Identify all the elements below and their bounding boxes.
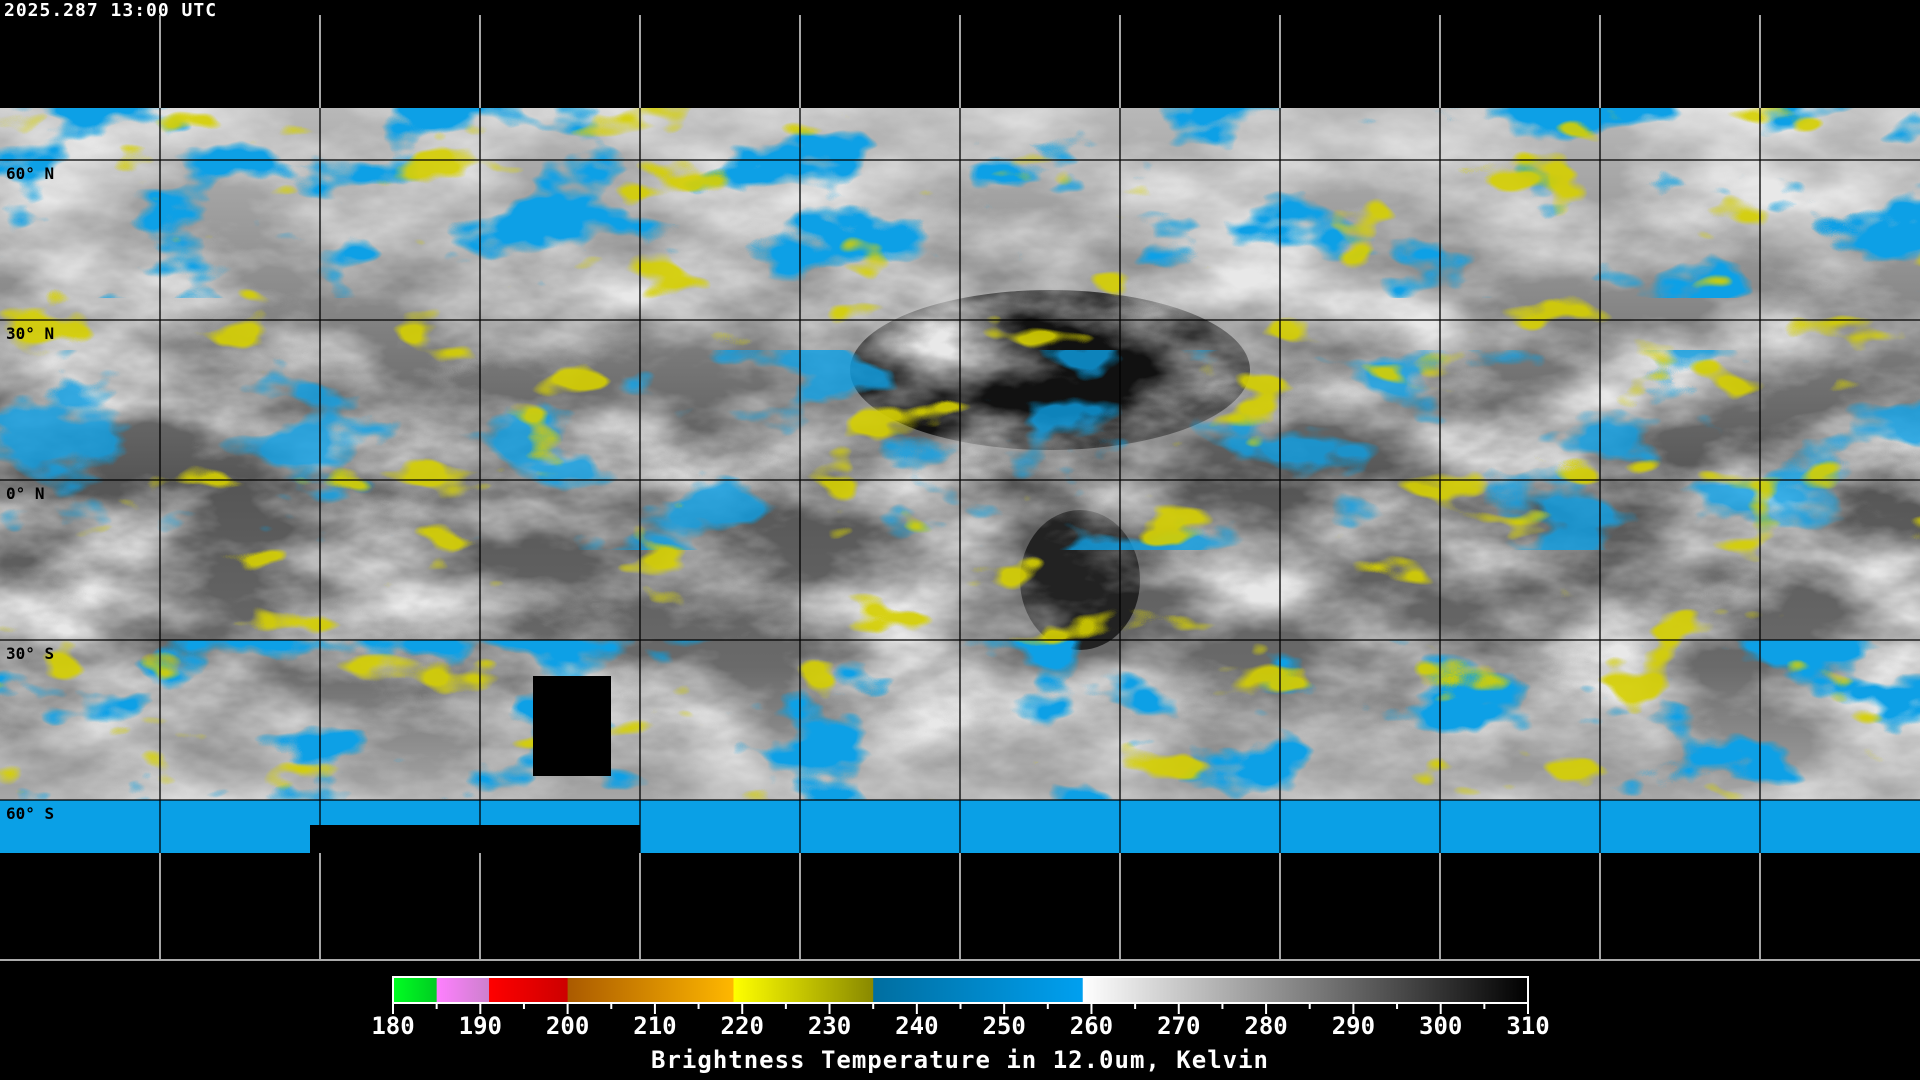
colorbar-tick-label: 290 <box>1331 1012 1376 1040</box>
lat-label: 60° S <box>6 804 55 823</box>
colorbar-tick-label: 270 <box>1157 1012 1201 1040</box>
data-gap <box>533 676 611 776</box>
colorbar-segment <box>489 977 569 1003</box>
lat-lon-grid <box>0 15 1920 960</box>
colorbar-tick-label: 200 <box>545 1012 590 1040</box>
colorbar-tick-label: 280 <box>1244 1012 1288 1040</box>
colorbar-tick-label: 180 <box>371 1012 415 1040</box>
colorbar-segment <box>733 977 874 1003</box>
colorbar-segment <box>567 977 734 1003</box>
colorbar-tick-label: 310 <box>1506 1012 1550 1040</box>
colorbar-tick-label: 300 <box>1419 1012 1463 1040</box>
colorbar-tick-label: 240 <box>895 1012 939 1040</box>
colorbar-segment <box>873 977 1084 1003</box>
colorbar-tick-label: 220 <box>720 1012 764 1040</box>
colorbar-tick-label: 230 <box>807 1012 852 1040</box>
lat-label: 30° N <box>6 324 55 343</box>
timestamp: 2025.287 13:00 UTC <box>4 0 218 21</box>
colorbar <box>392 976 1529 1014</box>
colorbar-tick-label: 190 <box>458 1012 502 1040</box>
colorbar-segment <box>436 977 490 1003</box>
lat-label: 30° S <box>6 644 55 663</box>
colorbar-tick-label: 210 <box>633 1012 677 1040</box>
lat-label: 0° N <box>6 484 45 503</box>
colorbar-segment <box>393 977 438 1003</box>
lat-label: 60° N <box>6 164 55 183</box>
colorbar-tick-label: 260 <box>1069 1012 1114 1040</box>
colorbar-segment <box>1082 977 1529 1003</box>
map-colorbar-divider <box>0 959 1920 961</box>
colorbar-tick-label: 250 <box>982 1012 1026 1040</box>
satellite-ir-map <box>0 15 1920 960</box>
colorbar-title: Brightness Temperature in 12.0um, Kelvin <box>651 1046 1269 1074</box>
